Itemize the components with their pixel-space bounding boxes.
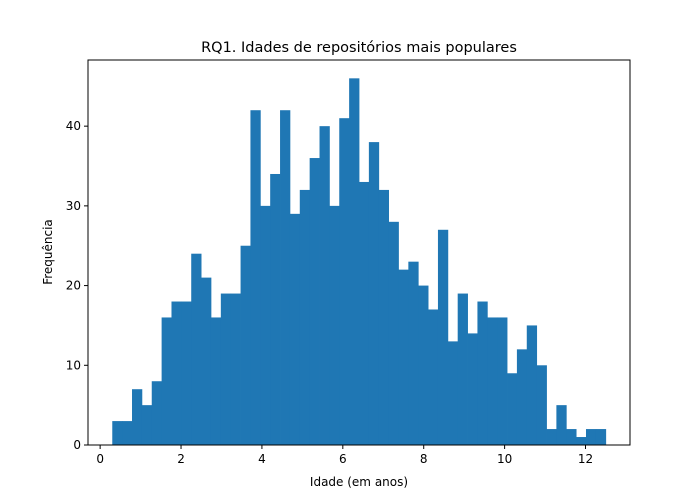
- histogram-bar: [299, 189, 311, 445]
- histogram-bar: [339, 118, 350, 445]
- histogram-bar: [516, 349, 528, 445]
- histogram-bar: [309, 158, 320, 446]
- histogram-bar: [595, 429, 607, 445]
- histogram-bar: [181, 301, 192, 445]
- histogram-bar: [141, 405, 153, 445]
- histogram-bar: [418, 285, 429, 445]
- x-tick-label: 8: [420, 452, 428, 466]
- histogram-bar: [220, 293, 232, 445]
- histogram-bar: [408, 261, 419, 445]
- histogram-bar: [112, 421, 123, 445]
- histogram-bar: [260, 205, 271, 445]
- x-tick-label: 12: [578, 452, 593, 466]
- histogram-bar: [467, 333, 478, 445]
- histogram-bar: [378, 189, 390, 445]
- histogram-bar: [240, 245, 251, 445]
- x-axis-ticks: 0 2 4 6 8 10 12: [96, 445, 593, 466]
- x-tick-label: 0: [96, 452, 104, 466]
- histogram-bar: [210, 317, 222, 445]
- histogram-bar: [319, 126, 330, 445]
- y-tick-label: 10: [66, 358, 81, 372]
- histogram-bar: [329, 205, 340, 445]
- histogram-bar: [368, 142, 380, 446]
- histogram-bar: [161, 317, 172, 445]
- histogram-bar: [437, 229, 449, 445]
- histogram-bar: [349, 78, 360, 445]
- x-tick-label: 4: [258, 452, 266, 466]
- histogram-bar: [171, 301, 182, 445]
- histogram-bar: [585, 429, 597, 445]
- x-tick-label: 6: [339, 452, 347, 466]
- y-tick-label: 20: [66, 279, 81, 293]
- y-tick-label: 30: [66, 199, 81, 213]
- x-tick-label: 2: [177, 452, 185, 466]
- histogram-bar: [280, 110, 291, 445]
- histogram-bar: [230, 293, 241, 445]
- histogram-bar: [388, 221, 399, 445]
- histogram-bar: [447, 341, 459, 445]
- histogram-bar: [398, 269, 409, 445]
- histogram-bar: [428, 309, 439, 445]
- histogram-bar: [526, 325, 538, 445]
- histogram-bar: [457, 293, 468, 445]
- chart-title: RQ1. Idades de repositórios mais popular…: [201, 40, 517, 56]
- histogram-bar: [507, 373, 518, 445]
- histogram-bar: [132, 389, 143, 445]
- axes-frame: [87, 59, 631, 446]
- histogram-bar: [250, 110, 261, 445]
- histogram-bar: [546, 429, 557, 445]
- y-axis-ticks: 0 10 20 30 40: [66, 119, 88, 452]
- histogram-bar: [122, 421, 133, 445]
- histogram-bar: [201, 277, 212, 445]
- histogram-bars: [112, 78, 607, 446]
- histogram-bar: [477, 301, 488, 445]
- histogram-bar: [576, 437, 587, 445]
- y-tick-label: 40: [66, 119, 81, 133]
- histogram-bar: [566, 429, 577, 445]
- histogram-bar: [497, 317, 508, 445]
- histogram-bar: [191, 253, 202, 445]
- x-tick-label: 10: [497, 452, 512, 466]
- y-axis-label: Frequência: [41, 219, 55, 285]
- histogram-bar: [151, 381, 163, 445]
- x-axis-label: Idade (em anos): [310, 475, 408, 489]
- histogram-bar: [270, 173, 281, 445]
- histogram-bar: [359, 181, 370, 445]
- histogram-bar: [487, 317, 498, 445]
- histogram-bar: [556, 405, 567, 445]
- y-tick-label: 0: [73, 438, 81, 452]
- histogram-bar: [536, 365, 547, 445]
- histogram-bar: [289, 213, 301, 445]
